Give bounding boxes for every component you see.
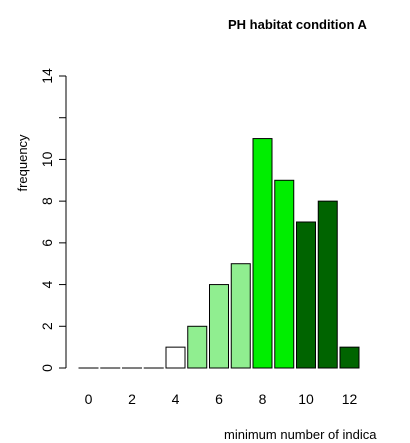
y-tick-label: 6 [39, 239, 55, 247]
bar-4 [165, 346, 186, 369]
x-tick-label: 6 [215, 391, 223, 407]
bar-10 [296, 221, 316, 369]
y-tick-label: 4 [39, 280, 55, 288]
bars-group [78, 138, 360, 369]
y-tick-label: 14 [39, 68, 55, 84]
bar-5 [187, 325, 208, 369]
y-tick-label: 10 [39, 151, 55, 167]
x-tick-label: 2 [128, 391, 136, 407]
bar-9 [274, 179, 295, 369]
x-tick-label: 0 [85, 391, 93, 407]
bar-6 [209, 284, 229, 369]
y-tick-label: 0 [39, 364, 55, 372]
y-axis-label: frequency [15, 134, 30, 192]
bar-11 [317, 200, 338, 369]
chart-title: PH habitat condition A [228, 17, 368, 32]
bar-8 [252, 138, 273, 369]
x-tick-label: 8 [259, 391, 267, 407]
y-axis-ticks: 0 2 4 6 8 10 14 [39, 68, 66, 372]
x-tick-label: 10 [298, 391, 314, 407]
x-axis-ticks: 0 2 4 6 8 10 12 [85, 391, 358, 407]
x-tick-label: 12 [342, 391, 358, 407]
x-axis-label: minimum number of indica [224, 427, 377, 442]
x-tick-label: 4 [172, 391, 180, 407]
y-tick-label: 8 [39, 197, 55, 205]
bar-12 [339, 346, 360, 369]
bar-7 [230, 263, 251, 369]
y-tick-label: 2 [39, 322, 55, 330]
